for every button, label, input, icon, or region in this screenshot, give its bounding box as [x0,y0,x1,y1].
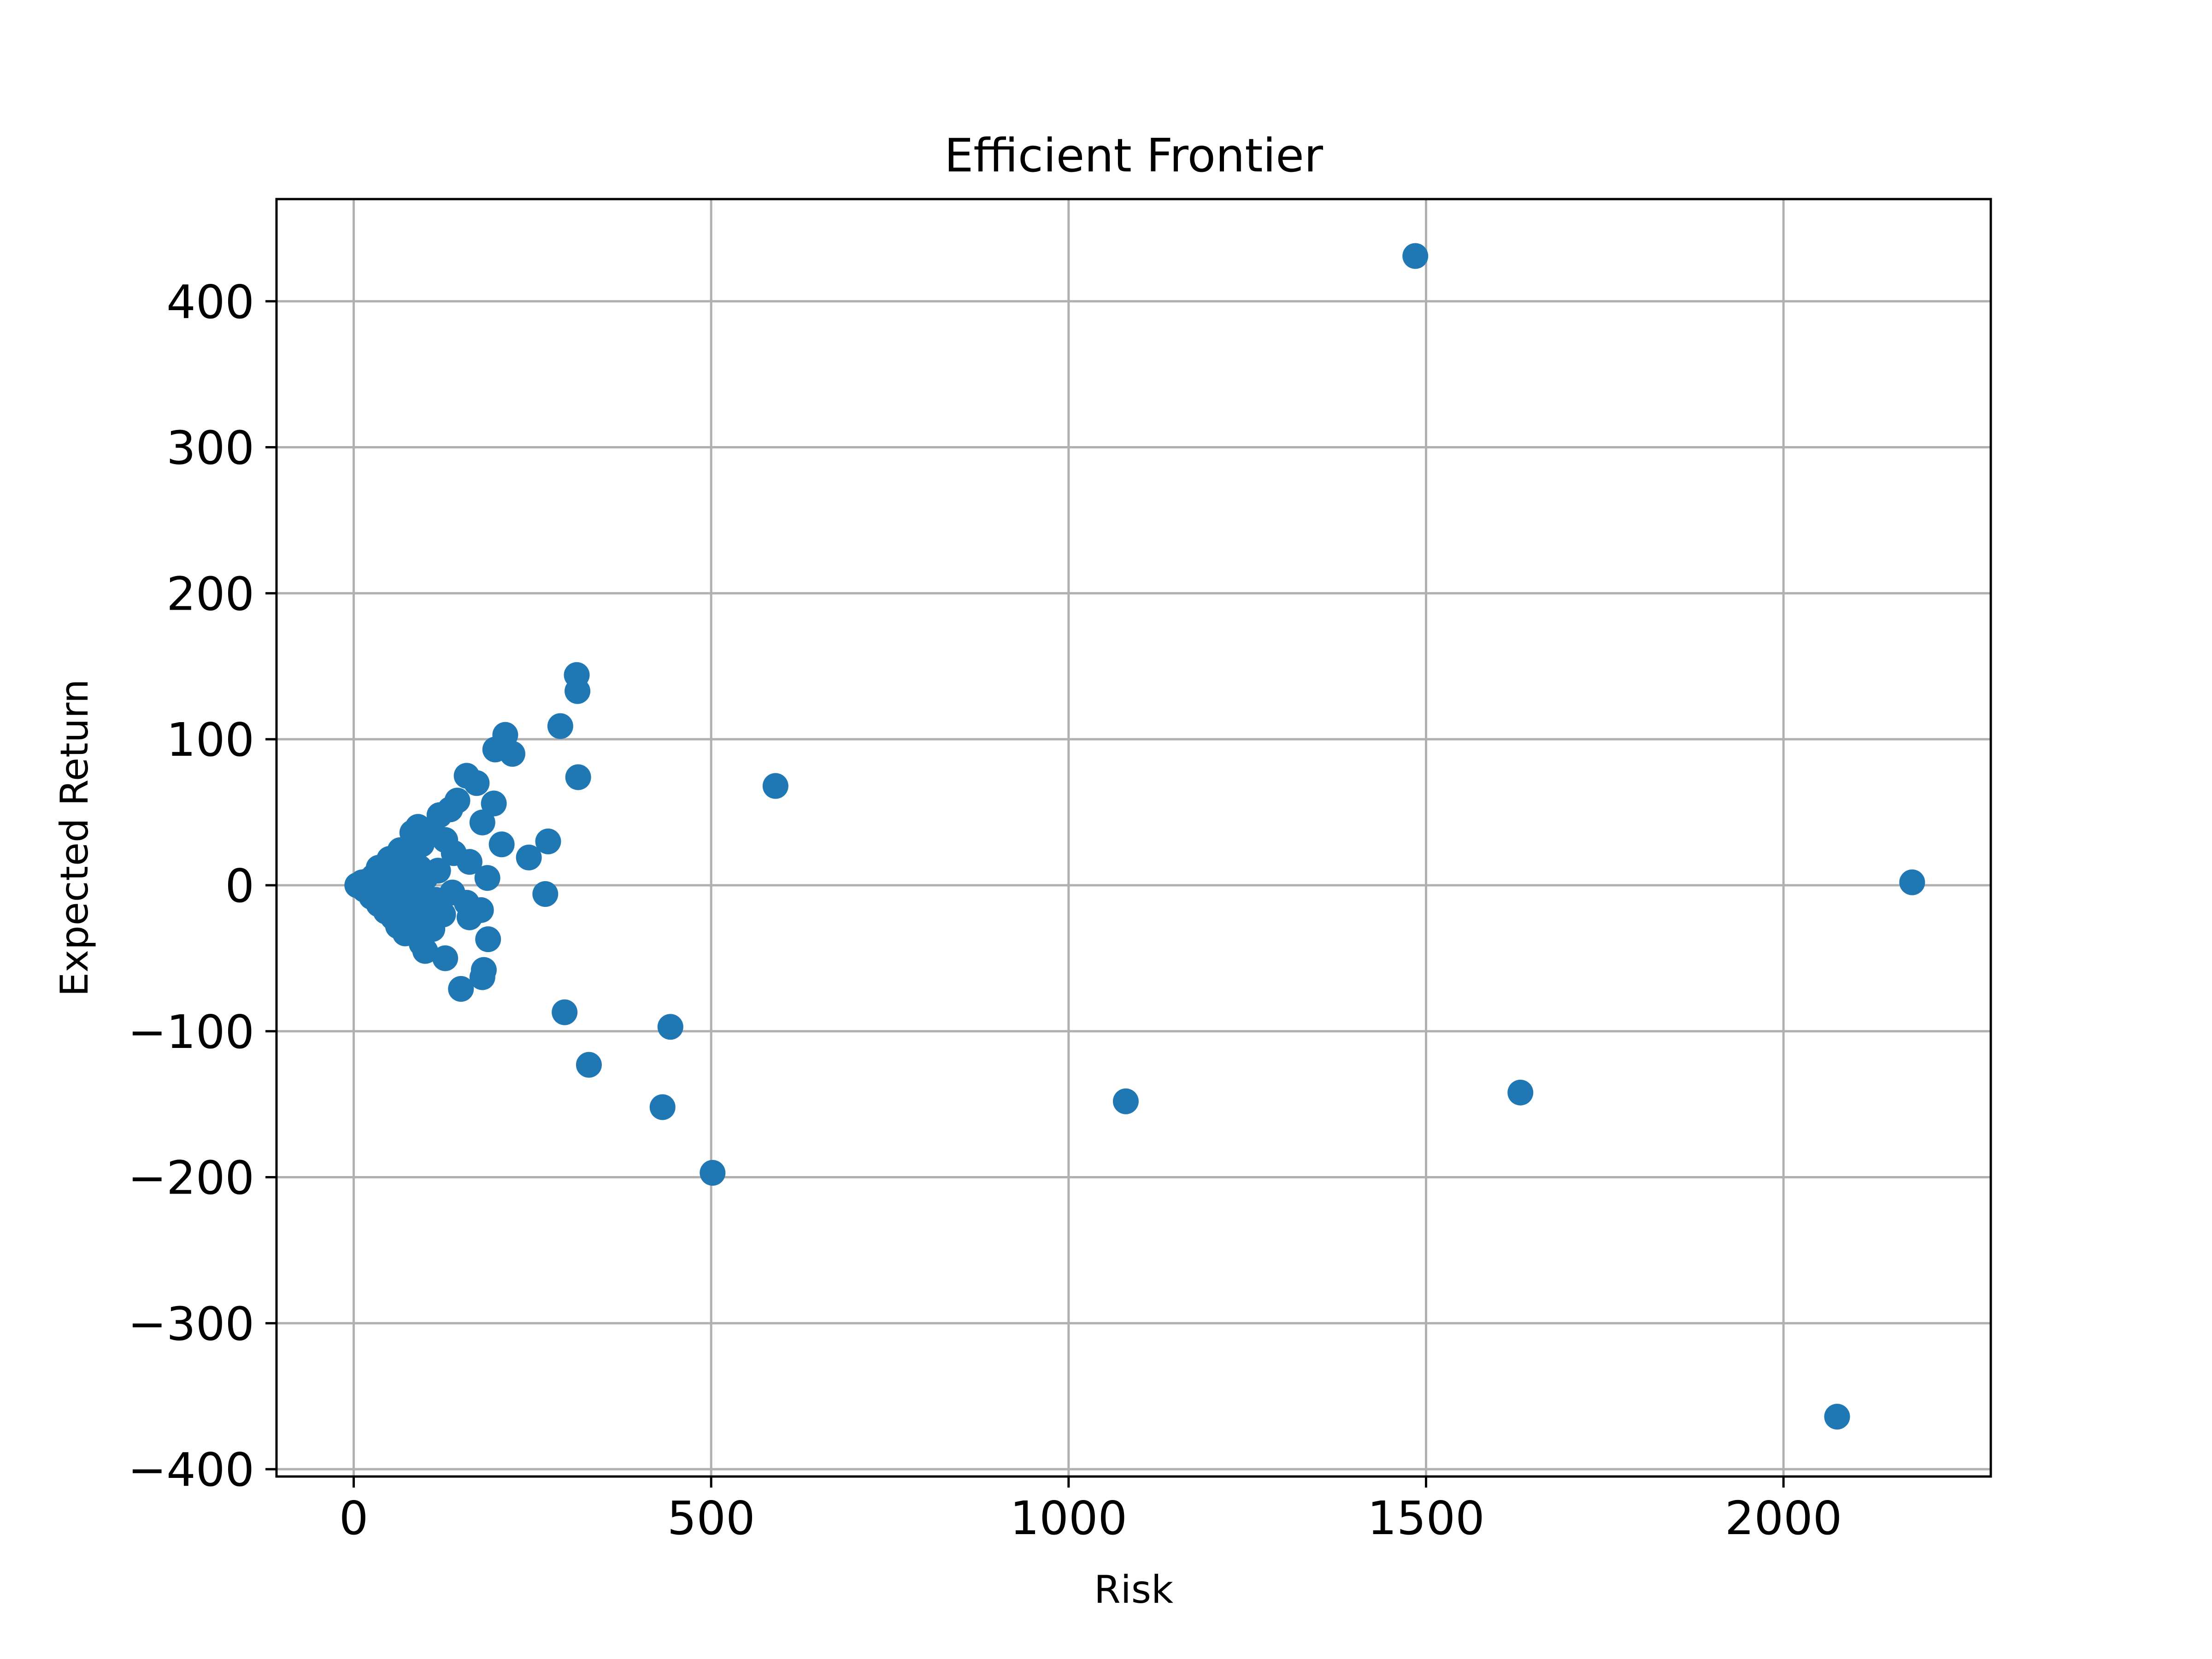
scatter-point [535,828,561,854]
x-tick-label: 2000 [1725,1491,1842,1545]
y-tick-label: −400 [128,1443,254,1497]
scatter-point [1899,869,1925,895]
x-tick-label: 500 [667,1491,755,1545]
scatter-point [576,1052,602,1078]
scatter-point [1507,1079,1534,1106]
scatter-point [532,881,559,907]
y-tick-label: −300 [128,1297,254,1351]
grid-lines [276,199,1991,1477]
y-tick-label: 0 [225,859,254,913]
y-axis-label: Expected Return [52,679,97,996]
scatter-point [649,1094,676,1120]
axis-ticks: 0 500 1000 1500 2000 −400 −300 −200 −100 0 100 200 3… [128,275,1842,1545]
scatter-point [700,1160,726,1186]
scatter-point [488,831,515,858]
x-tick-label: 1000 [1010,1491,1128,1545]
scatter-point [1112,1088,1139,1114]
scatter-point [475,926,501,953]
scatter-point [474,865,500,891]
scatter-point [1824,1404,1850,1430]
scatter-point [471,957,497,983]
x-tick-label: 1500 [1367,1491,1485,1545]
y-tick-label: −200 [128,1151,254,1205]
scatter-point [441,840,467,866]
scatter-point [565,678,591,704]
scatter-point [1402,243,1429,269]
scatter-point [412,865,438,891]
scatter-point [657,1014,683,1040]
x-tick-label: 0 [339,1491,369,1545]
data-points [344,243,1925,1430]
scatter-point [412,938,438,964]
plot-frame [275,198,1992,1478]
scatter-point [762,773,788,799]
scatter-point [565,764,591,790]
scatter-point [547,713,573,739]
scatter-point [481,790,507,817]
scatter-point [469,809,495,835]
y-tick-label: 300 [166,421,254,475]
y-tick-label: 400 [166,275,254,329]
scatter-point [516,844,542,871]
scatter-point [453,763,480,789]
y-tick-label: 200 [166,567,254,621]
scatter-point [468,897,494,923]
scatter-point [378,887,404,913]
scatter-point [552,999,578,1025]
y-tick-label: −100 [128,1005,254,1059]
chart-title: Efficient Frontier [944,129,1324,182]
scatter-point [426,802,453,828]
scatter-point [482,736,508,763]
x-axis-label: Risk [1094,1567,1173,1612]
y-tick-label: 100 [166,713,254,767]
scatter-point [418,901,444,928]
scatter-point [448,976,474,1002]
scatter-point [432,945,459,971]
scatter-point [388,866,414,893]
